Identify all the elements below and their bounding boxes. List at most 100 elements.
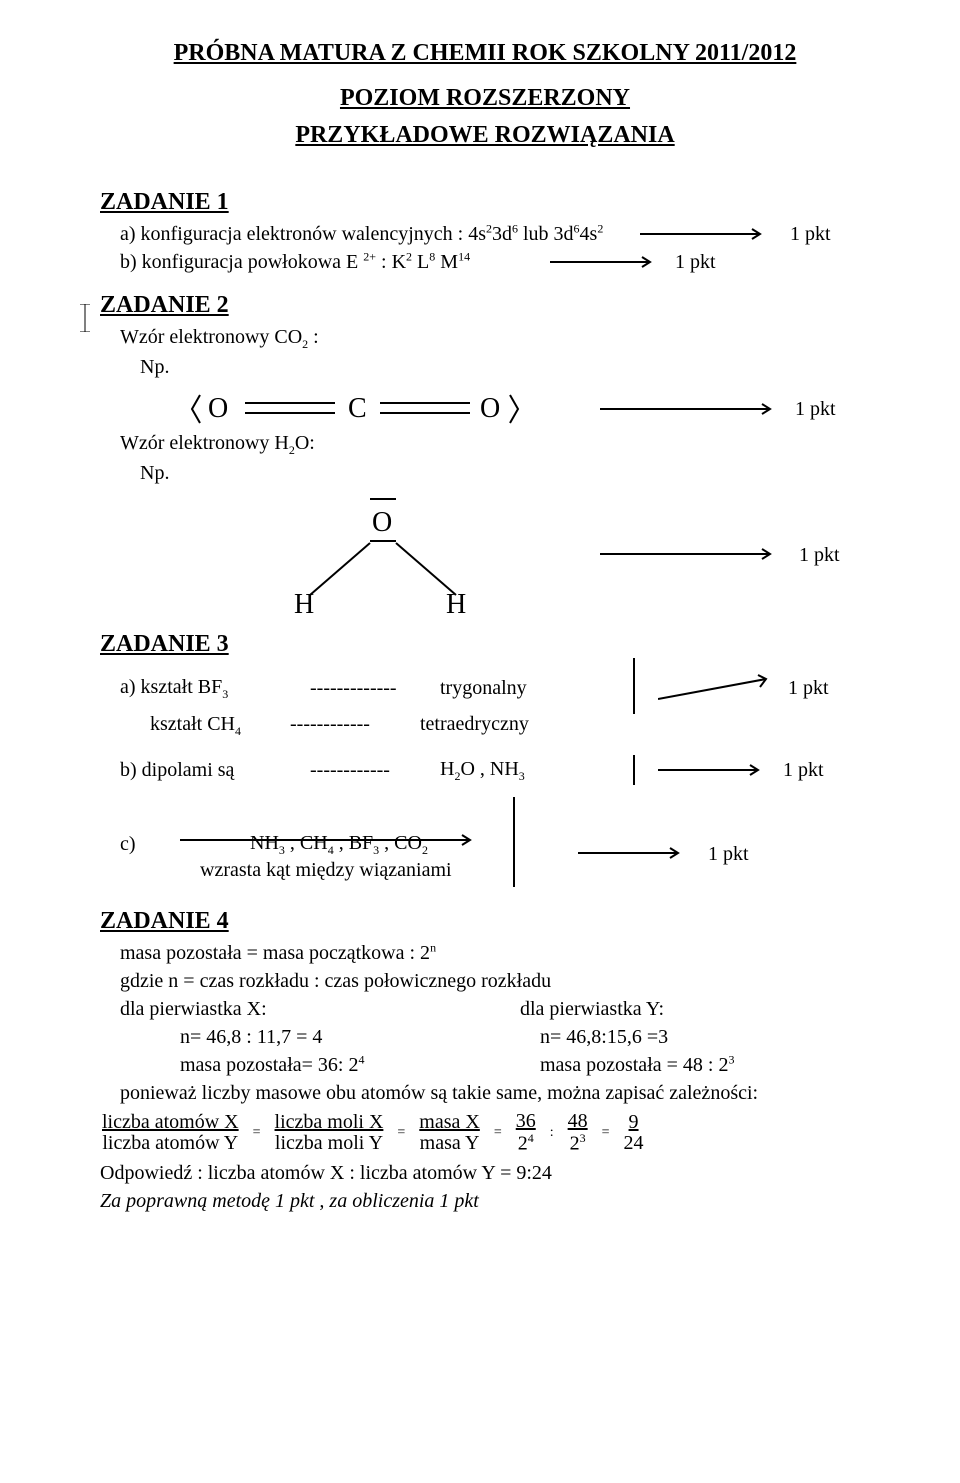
z1-b-mid: : K — [376, 251, 406, 273]
z1-a-pre: a) konfiguracja elektronów walencyjnych … — [120, 223, 486, 245]
frac-result-den: 24 — [622, 1133, 646, 1154]
eq-1: = — [253, 1123, 261, 1143]
frac-48-den: 23 — [568, 1132, 588, 1155]
frac-36: 36 24 — [514, 1111, 538, 1155]
frac-48-den-pre: 2 — [570, 1133, 580, 1155]
zadanie-3-heading: ZADANIE 3 — [100, 631, 870, 658]
zadanie-1-heading: ZADANIE 1 — [100, 189, 870, 216]
z3-b-val: H2O , NH3 — [440, 755, 630, 785]
z1-a-points: 1 pkt — [790, 220, 831, 248]
z3-a-sub: 3 — [222, 687, 228, 701]
z4-l2: gdzie n = czas rozkładu : czas połowiczn… — [120, 967, 870, 995]
frac-36-den-pre: 2 — [518, 1133, 528, 1155]
z2-line1-pre: Wzór elektronowy CO — [120, 326, 302, 348]
z3-a2-left: kształt CH4 — [100, 710, 290, 740]
frac-atoms-num: liczba atomów X — [100, 1112, 241, 1133]
z4-l1-sup: n — [430, 941, 436, 955]
vertical-bar-icon — [630, 755, 638, 785]
z3-c-arrow-row — [180, 833, 870, 852]
z4-l1-pre: masa pozostała = masa początkowa : 2 — [120, 942, 430, 964]
eq-3: = — [494, 1123, 502, 1143]
z4-fraction-chain: liczba atomów X liczba atomów Y = liczba… — [100, 1111, 870, 1155]
arrow-right-icon — [600, 547, 780, 561]
title-line-1: PRÓBNA MATURA Z CHEMII ROK SZKOLNY 2011/… — [100, 40, 870, 67]
z4-row5: masa pozostała= 36: 24 masa pozostała = … — [100, 1051, 870, 1079]
frac-mass-num: masa X — [417, 1112, 482, 1133]
z3-a2-block: kształt CH4 ------------ tetraedryczny — [100, 710, 870, 740]
z1-b-pre: b) konfiguracja powłokowa E — [120, 251, 363, 273]
frac-36-den: 24 — [516, 1132, 536, 1155]
z2-oco-row: O C O 1 pkt — [100, 389, 870, 429]
z1-a-mid2: 4s — [580, 223, 598, 245]
frac-48: 48 23 — [566, 1111, 590, 1155]
arrow-right-long-icon — [180, 833, 480, 847]
title-line-3: PRZYKŁADOWE ROZWIĄZANIA — [100, 122, 870, 149]
z3-b-dash: ------------ — [310, 756, 440, 784]
frac-mass-den: masa Y — [418, 1133, 482, 1154]
z3-a-dash: ------------- — [310, 674, 440, 702]
eq-2: = — [397, 1123, 405, 1143]
z4-l5b: masa pozostała = 48 : 23 — [540, 1051, 734, 1079]
z4-l6: ponieważ liczby masowe obu atomów są tak… — [120, 1079, 870, 1107]
z4-l9: Za poprawną metodę 1 pkt , za obliczenia… — [100, 1187, 870, 1215]
z4-row4: n= 46,8 : 11,7 = 4 n= 46,8:15,6 =3 — [100, 1023, 870, 1051]
z3-a2-sub: 4 — [235, 724, 241, 738]
frac-mol-den: liczba moli Y — [273, 1133, 385, 1154]
z3-c-wzrasta: wzrasta kąt między wiązaniami — [200, 856, 870, 884]
svg-text:H: H — [446, 589, 466, 615]
svg-text:H: H — [294, 589, 314, 615]
vertical-bar-icon — [510, 797, 518, 887]
z4-l8: Odpowiedź : liczba atomów X : liczba ato… — [100, 1159, 870, 1187]
z1-b-m: 14 — [458, 249, 470, 263]
frac-result-num: 9 — [627, 1112, 641, 1133]
title-line-2: POZIOM ROZSZERZONY — [100, 85, 870, 112]
frac-mol-num: liczba moli X — [273, 1112, 386, 1133]
z4-l4b: n= 46,8:15,6 =3 — [540, 1023, 668, 1051]
co2-lewis-diagram: O C O — [190, 389, 530, 429]
arrow-up-right-icon — [658, 673, 778, 703]
z1-b-points: 1 pkt — [675, 248, 716, 276]
z3-a-pre: a) kształt BF — [120, 676, 222, 698]
z3-c-points: 1 pkt — [708, 843, 749, 865]
z3-a2-val: tetraedryczny — [420, 710, 610, 738]
frac-atoms: liczba atomów X liczba atomów Y — [100, 1112, 241, 1154]
z3-a-points: 1 pkt — [788, 674, 829, 702]
z4-l5b-sup: 3 — [728, 1053, 734, 1067]
arrow-right-icon — [600, 402, 780, 416]
z3-c-lead: c) — [120, 830, 180, 858]
z4-l5a-sup: 4 — [358, 1053, 364, 1067]
z2-oco-points: 1 pkt — [795, 395, 836, 423]
frac-mol: liczba moli X liczba moli Y — [273, 1112, 386, 1154]
z3-b-val-sub2: 3 — [519, 769, 525, 783]
z2-line1: Wzór elektronowy CO2 : — [120, 323, 870, 353]
z4-l1: masa pozostała = masa początkowa : 2n — [120, 939, 870, 967]
z3-b-val-mid: O , NH — [460, 758, 518, 780]
z2-line2: Wzór elektronowy H2O: — [120, 429, 870, 459]
z3-a2-pre: kształt CH — [150, 713, 235, 735]
z3-a-val: trygonalny — [440, 674, 630, 702]
z4-l4a: n= 46,8 : 11,7 = 4 — [140, 1023, 540, 1051]
zadanie-4-heading: ZADANIE 4 — [100, 908, 870, 935]
colon-1: : — [550, 1123, 554, 1143]
frac-36-num: 36 — [514, 1111, 538, 1132]
svg-text:C: C — [348, 393, 367, 424]
z1-b-charge: 2+ — [363, 249, 376, 263]
arrow-right-icon — [550, 255, 660, 269]
z2-line2-pre: Wzór elektronowy H — [120, 432, 289, 454]
zadanie-2-heading: ZADANIE 2 — [100, 292, 870, 319]
frac-mass: masa X masa Y — [417, 1112, 482, 1154]
frac-atoms-den: liczba atomów Y — [100, 1133, 240, 1154]
z3-b-val-pre: H — [440, 758, 454, 780]
z3-a2-dash: ------------ — [290, 710, 420, 738]
z2-np-1: Np. — [140, 353, 870, 381]
z1-b-text: b) konfiguracja powłokowa E 2+ : K2 L8 M… — [120, 248, 550, 276]
z1-a-s2e: 2 — [597, 221, 603, 235]
z2-h2o-points: 1 pkt — [799, 544, 840, 566]
z3-b-points: 1 pkt — [783, 756, 824, 784]
z1-a-mid1: 3d — [492, 223, 512, 245]
z3-a-left: a) kształt BF3 — [120, 673, 310, 703]
z1-line-a: a) konfiguracja elektronów walencyjnych … — [100, 220, 870, 248]
z2-np-2: Np. — [140, 459, 870, 487]
z4-l5b-pre: masa pozostała = 48 : 2 — [540, 1054, 728, 1076]
z1-b-mid2: L — [412, 251, 429, 273]
